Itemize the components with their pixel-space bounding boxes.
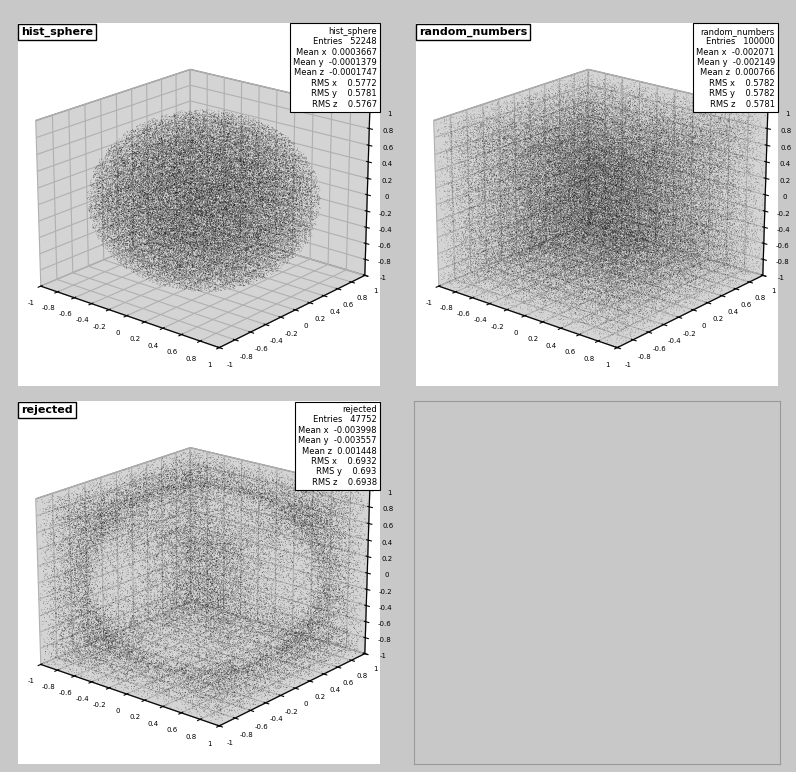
Text: rejected: rejected (21, 405, 72, 415)
Text: random_numbers
Entries   100000
Mean x  -0.002071
Mean y  -0.002149
Mean z  0.00: random_numbers Entries 100000 Mean x -0.… (696, 27, 775, 109)
Text: hist_sphere: hist_sphere (21, 27, 93, 37)
Text: random_numbers: random_numbers (419, 27, 528, 37)
Text: hist_sphere
Entries   52248
Mean x  0.0003667
Mean y  -0.0001379
Mean z  -0.0001: hist_sphere Entries 52248 Mean x 0.00036… (293, 27, 377, 109)
Text: rejected
Entries   47752
Mean x  -0.003998
Mean y  -0.003557
Mean z  0.001448
RM: rejected Entries 47752 Mean x -0.003998 … (298, 405, 377, 487)
